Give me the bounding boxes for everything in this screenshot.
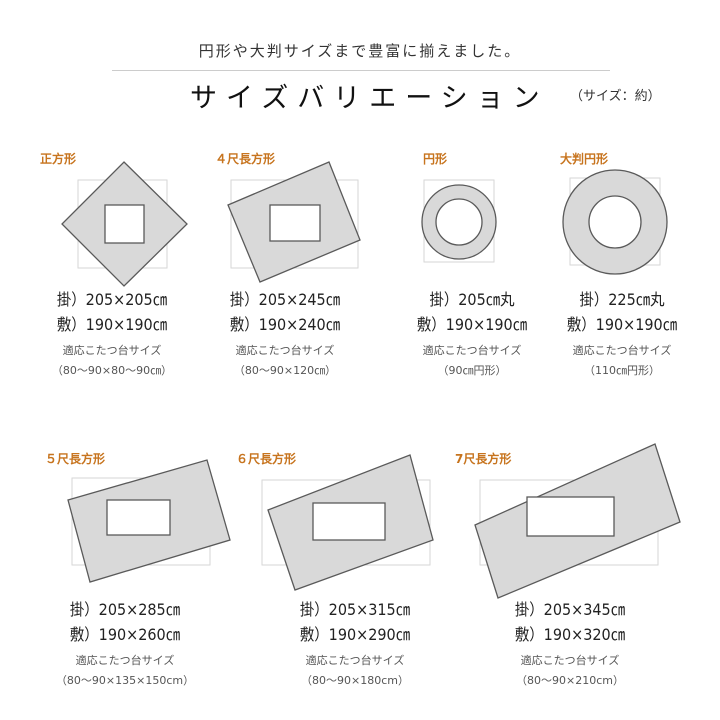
tabletop-shape (312, 502, 386, 541)
shiki-size: 敷）190×290㎝ (299, 625, 411, 644)
fit-label: 適応こたつ台サイズ (75, 654, 175, 667)
kake-size: 掛）205×285㎝ (69, 600, 181, 619)
kake-size: 掛）225㎝丸 (579, 290, 665, 309)
shape-label: ６尺長方形 (236, 452, 297, 466)
fit-label: 適応こたつ台サイズ (235, 344, 335, 357)
shape-label: ４尺長方形 (215, 152, 276, 166)
kake-size: 掛）205×205㎝ (56, 290, 168, 309)
kake-size: 掛）205㎝丸 (429, 290, 515, 309)
kake-size: 掛）205×345㎝ (514, 600, 626, 619)
shiki-size: 敷）190×190㎝ (56, 315, 168, 334)
kake-size: 掛）205×315㎝ (299, 600, 411, 619)
fit-label: 適応こたつ台サイズ (422, 344, 522, 357)
page-title: サイズバリエーション (190, 83, 549, 114)
shiki-size: 敷）190×190㎝ (566, 315, 678, 334)
tabletop-shape (269, 204, 321, 242)
shape-label: 7尺長方形 (455, 452, 512, 466)
fit-label: 適応こたつ台サイズ (520, 654, 620, 667)
shiki-size: 敷）190×260㎝ (69, 625, 181, 644)
kake-size: 掛）205×245㎝ (229, 290, 341, 309)
shiki-size: 敷）190×320㎝ (514, 625, 626, 644)
fit-size: （80～90×135×150cm） (55, 674, 195, 687)
fit-size: （80～90×120㎝） (233, 364, 337, 377)
shiki-size: 敷）190×240㎝ (229, 315, 341, 334)
fit-label: 適応こたつ台サイズ (305, 654, 405, 667)
tabletop-shape (106, 499, 171, 536)
shape-label: 大判円形 (560, 152, 609, 166)
fit-size: （80～90×80～90㎝） (51, 364, 173, 377)
tabletop-shape (588, 195, 642, 249)
fit-size: （90㎝円形） (437, 364, 507, 377)
subtitle: 円形や大判サイズまで豊富に揃えました。 (198, 42, 522, 60)
size-note: （サイズ：約） (570, 89, 661, 104)
fit-label: 適応こたつ台サイズ (62, 344, 162, 357)
shiki-size: 敷）190×190㎝ (416, 315, 528, 334)
fit-size: （80～90×180cm） (301, 674, 409, 687)
divider (112, 70, 610, 71)
fit-label: 適応こたつ台サイズ (572, 344, 672, 357)
fit-size: （110㎝円形） (584, 364, 660, 377)
tabletop-shape (526, 496, 615, 537)
shape-label: ５尺長方形 (45, 452, 106, 466)
fit-size: （80～90×210cm） (516, 674, 624, 687)
shape-label: 円形 (423, 152, 448, 166)
tabletop-shape (104, 204, 145, 244)
tabletop-shape (435, 198, 483, 246)
shape-label: 正方形 (40, 152, 77, 166)
